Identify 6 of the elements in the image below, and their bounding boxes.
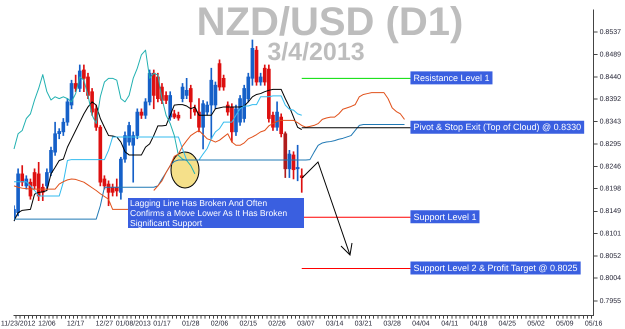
ref-line-label: Pivot & Stop Exit (Top of Cloud) @ 0.8330 <box>413 122 582 132</box>
ref-line-label: Resistance Level 1 <box>413 72 490 83</box>
annotation: Lagging Line Has Broken And Often Confirms a Move Lower As It Has Broken Significant Support <box>130 198 302 228</box>
ref-line-label: Support Level 1 <box>413 212 476 222</box>
text: 3/4/2013 <box>266 38 366 66</box>
ref-line-label: Support Level 2 & Profit Target @ 0.8025 <box>413 263 578 273</box>
